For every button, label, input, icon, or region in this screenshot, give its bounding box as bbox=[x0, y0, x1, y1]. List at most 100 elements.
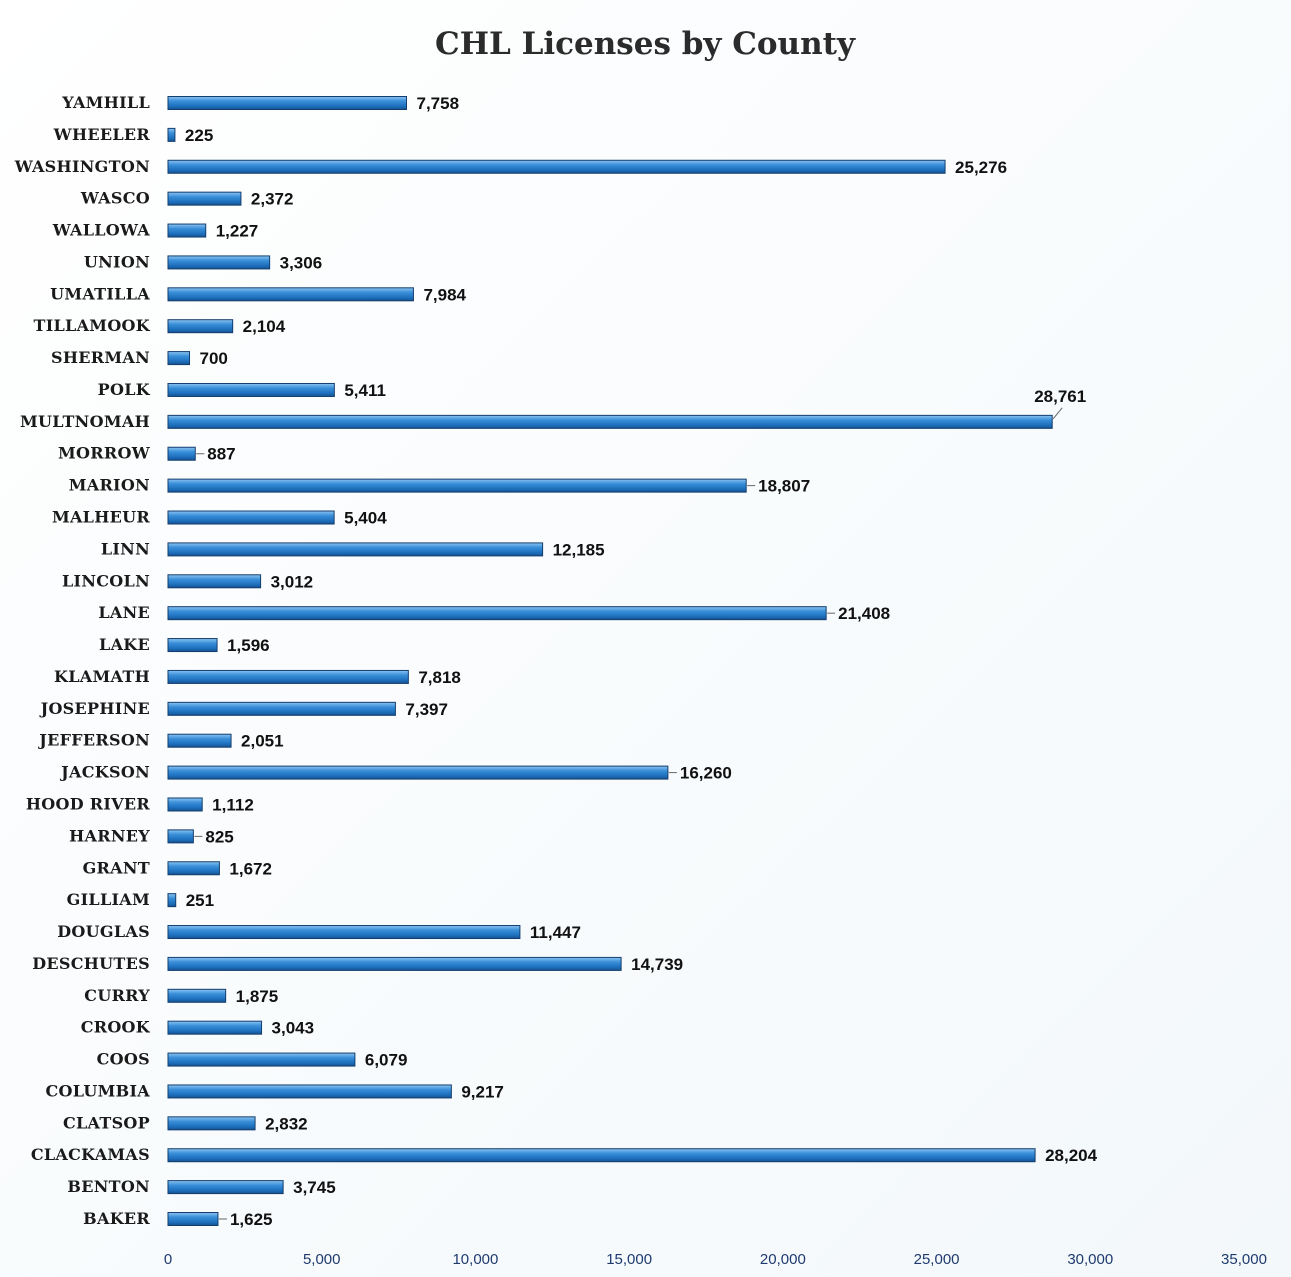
value-label-curry: 1,875 bbox=[236, 987, 279, 1006]
bar-clackamas bbox=[167, 1148, 1036, 1163]
bar-morrow bbox=[167, 446, 196, 461]
chart-title: CHL Licenses by County bbox=[435, 26, 856, 62]
category-label-lincoln: LINCOLN bbox=[62, 571, 150, 590]
value-label-union: 3,306 bbox=[280, 253, 323, 272]
bar-josephine bbox=[167, 701, 396, 716]
category-label-washington: WASHINGTON bbox=[14, 157, 150, 176]
value-label-klamath: 7,818 bbox=[418, 668, 461, 687]
category-label-baker: BAKER bbox=[83, 1209, 150, 1228]
category-label-lake: LAKE bbox=[99, 635, 150, 654]
category-label-hood-river: HOOD RIVER bbox=[26, 794, 151, 813]
x-tick-label: 35,000 bbox=[1221, 1251, 1267, 1268]
value-label-marion: 18,807 bbox=[758, 477, 810, 496]
category-label-tillamook: TILLAMOOK bbox=[34, 316, 151, 335]
bar-baker bbox=[167, 1212, 219, 1226]
bar-hood-river bbox=[167, 797, 203, 812]
x-tick-label: 10,000 bbox=[452, 1251, 498, 1268]
category-label-deschutes: DESCHUTES bbox=[32, 954, 150, 973]
bar-linn bbox=[167, 542, 544, 557]
bar-lincoln bbox=[167, 574, 262, 589]
category-label-josephine: JOSEPHINE bbox=[39, 699, 150, 718]
bars-group bbox=[167, 96, 1053, 1226]
value-label-baker: 1,625 bbox=[230, 1210, 273, 1229]
bar-umatilla bbox=[167, 287, 414, 302]
category-label-wheeler: WHEELER bbox=[53, 125, 151, 144]
bar-malheur bbox=[167, 510, 335, 525]
x-axis-ticks: 0 5,000 10,000 15,000 20,000 25,000 30,000 35,0… bbox=[164, 1251, 1267, 1268]
category-label-gilliam: GILLIAM bbox=[67, 890, 150, 909]
bar-lane bbox=[167, 606, 827, 621]
x-tick-label: 5,000 bbox=[303, 1251, 341, 1268]
value-label-lincoln: 3,012 bbox=[271, 572, 314, 591]
x-tick-label: 0 bbox=[164, 1251, 172, 1268]
x-tick-label: 15,000 bbox=[606, 1251, 652, 1268]
bar-jackson bbox=[167, 765, 669, 780]
category-label-grant: GRANT bbox=[83, 858, 150, 877]
bar-wallowa bbox=[167, 223, 207, 238]
value-label-clackamas: 28,204 bbox=[1045, 1146, 1098, 1165]
value-label-wheeler: 225 bbox=[185, 126, 213, 145]
bar-curry bbox=[167, 988, 227, 1003]
value-label-wasco: 2,372 bbox=[251, 190, 294, 209]
category-label-coos: COOS bbox=[97, 1050, 150, 1069]
bar-wasco bbox=[167, 191, 242, 206]
value-label-lane: 21,408 bbox=[838, 604, 890, 623]
category-label-sherman: SHERMAN bbox=[51, 348, 150, 367]
value-label-harney: 825 bbox=[205, 827, 233, 846]
value-label-malheur: 5,404 bbox=[344, 509, 387, 528]
category-label-multnomah: MULTNOMAH bbox=[20, 412, 150, 431]
bar-union bbox=[167, 255, 271, 270]
value-label-sherman: 700 bbox=[200, 349, 228, 368]
category-label-clatsop: CLATSOP bbox=[63, 1113, 150, 1132]
category-label-marion: MARION bbox=[69, 476, 150, 495]
value-label-coos: 6,079 bbox=[365, 1051, 408, 1070]
bar-washington bbox=[167, 159, 946, 174]
bar-tillamook bbox=[167, 319, 234, 334]
category-label-lane: LANE bbox=[98, 603, 150, 622]
category-label-columbia: COLUMBIA bbox=[45, 1081, 150, 1100]
x-tick-label: 25,000 bbox=[914, 1251, 960, 1268]
category-label-malheur: MALHEUR bbox=[52, 508, 150, 527]
value-label-yamhill: 7,758 bbox=[417, 94, 460, 113]
bar-multnomah bbox=[167, 414, 1053, 429]
value-label-morrow: 887 bbox=[207, 445, 235, 464]
value-label-benton: 3,745 bbox=[293, 1178, 336, 1197]
category-label-umatilla: UMATILLA bbox=[50, 284, 150, 303]
value-label-columbia: 9,217 bbox=[461, 1082, 504, 1101]
value-label-hood-river: 1,112 bbox=[212, 795, 254, 814]
value-label-linn: 12,185 bbox=[553, 540, 605, 559]
bar-harney bbox=[167, 829, 194, 844]
bar-clatsop bbox=[167, 1116, 256, 1131]
value-label-polk: 5,411 bbox=[344, 381, 386, 400]
labels-group: YAMHILL 7,758 WHEELER 225 WASHINGTON 25,276 WA… bbox=[14, 93, 1098, 1229]
bar-yamhill bbox=[167, 96, 408, 110]
bar-sherman bbox=[167, 351, 191, 366]
leader-line-multnomah bbox=[1052, 407, 1063, 420]
bar-crook bbox=[167, 1020, 263, 1035]
value-label-grant: 1,672 bbox=[229, 859, 272, 878]
value-label-tillamook: 2,104 bbox=[243, 317, 286, 336]
value-label-lake: 1,596 bbox=[227, 636, 270, 655]
value-label-crook: 3,043 bbox=[272, 1019, 315, 1038]
value-label-jackson: 16,260 bbox=[680, 764, 732, 783]
category-label-curry: CURRY bbox=[84, 986, 150, 1005]
category-label-klamath: KLAMATH bbox=[54, 667, 150, 686]
bar-wheeler bbox=[167, 127, 176, 142]
category-label-union: UNION bbox=[84, 252, 150, 271]
category-label-yamhill: YAMHILL bbox=[61, 93, 150, 112]
bar-douglas bbox=[167, 925, 521, 940]
bar-marion bbox=[167, 478, 747, 493]
x-tick-label: 20,000 bbox=[760, 1251, 806, 1268]
bar-lake bbox=[167, 638, 218, 653]
category-label-jackson: JACKSON bbox=[59, 763, 150, 782]
bar-columbia bbox=[167, 1084, 452, 1099]
value-label-washington: 25,276 bbox=[955, 158, 1007, 177]
category-label-linn: LINN bbox=[101, 539, 150, 558]
x-tick-label: 30,000 bbox=[1067, 1251, 1113, 1268]
bar-gilliam bbox=[167, 893, 177, 908]
category-label-polk: POLK bbox=[98, 380, 151, 399]
category-label-wasco: WASCO bbox=[80, 189, 150, 208]
value-label-josephine: 7,397 bbox=[405, 700, 448, 719]
